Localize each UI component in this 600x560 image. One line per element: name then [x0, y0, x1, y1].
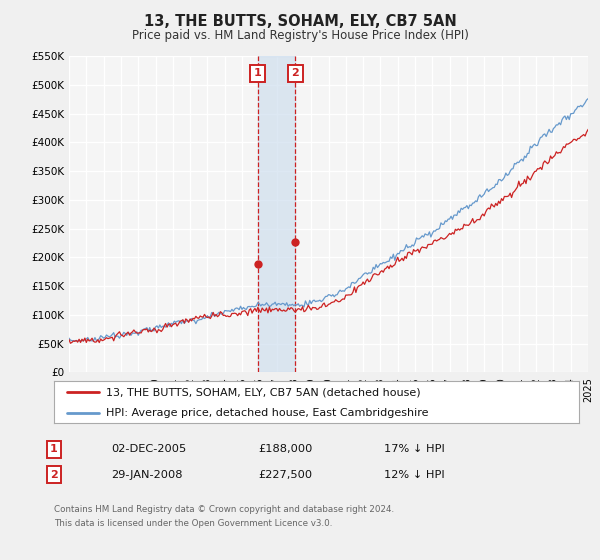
Text: 1: 1 — [50, 444, 58, 454]
Text: 2: 2 — [292, 68, 299, 78]
Text: This data is licensed under the Open Government Licence v3.0.: This data is licensed under the Open Gov… — [54, 519, 332, 528]
Text: Contains HM Land Registry data © Crown copyright and database right 2024.: Contains HM Land Registry data © Crown c… — [54, 505, 394, 514]
Text: 13, THE BUTTS, SOHAM, ELY, CB7 5AN (detached house): 13, THE BUTTS, SOHAM, ELY, CB7 5AN (deta… — [107, 387, 421, 397]
Text: 29-JAN-2008: 29-JAN-2008 — [111, 470, 182, 480]
Text: HPI: Average price, detached house, East Cambridgeshire: HPI: Average price, detached house, East… — [107, 408, 429, 418]
Text: 02-DEC-2005: 02-DEC-2005 — [111, 444, 186, 454]
Text: 17% ↓ HPI: 17% ↓ HPI — [384, 444, 445, 454]
Text: £227,500: £227,500 — [258, 470, 312, 480]
Bar — [258, 56, 295, 372]
Text: 2: 2 — [50, 470, 58, 480]
Text: 1: 1 — [254, 68, 262, 78]
Text: £188,000: £188,000 — [258, 444, 313, 454]
Text: Price paid vs. HM Land Registry's House Price Index (HPI): Price paid vs. HM Land Registry's House … — [131, 29, 469, 42]
Text: 12% ↓ HPI: 12% ↓ HPI — [384, 470, 445, 480]
Text: 13, THE BUTTS, SOHAM, ELY, CB7 5AN: 13, THE BUTTS, SOHAM, ELY, CB7 5AN — [143, 14, 457, 29]
